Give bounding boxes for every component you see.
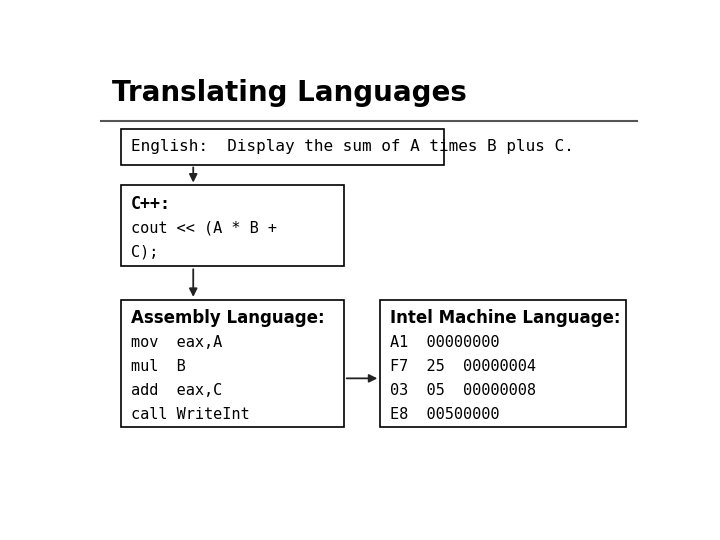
Bar xyxy=(380,300,626,427)
Text: A1  00000000
F7  25  00000004
03  05  00000008
E8  00500000: A1 00000000 F7 25 00000004 03 05 0000000… xyxy=(390,335,536,422)
Text: C++:: C++: xyxy=(131,194,171,213)
Bar xyxy=(121,129,444,165)
Text: Intel Machine Language:: Intel Machine Language: xyxy=(390,309,621,327)
Text: Assembly Language:: Assembly Language: xyxy=(131,309,324,327)
Text: cout << (A * B +
C);: cout << (A * B + C); xyxy=(131,221,276,259)
Bar xyxy=(121,185,344,266)
Text: Translating Languages: Translating Languages xyxy=(112,79,467,107)
Bar xyxy=(121,300,344,427)
Text: mov  eax,A
mul  B
add  eax,C
call WriteInt: mov eax,A mul B add eax,C call WriteInt xyxy=(131,335,249,422)
Text: English:  Display the sum of A times B plus C.: English: Display the sum of A times B pl… xyxy=(131,139,574,154)
